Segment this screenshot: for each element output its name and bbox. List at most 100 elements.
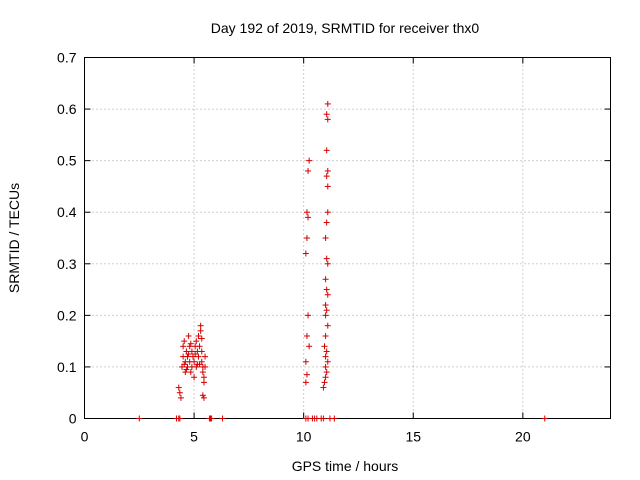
data-point [193, 363, 200, 370]
data-point [194, 361, 201, 368]
data-point [185, 332, 192, 339]
data-point [136, 415, 143, 422]
data-point [320, 415, 327, 422]
data-point [323, 255, 330, 262]
data-point [197, 327, 204, 334]
y-tick-label: 0.5 [57, 153, 77, 169]
data-point [323, 111, 330, 118]
data-point [198, 335, 205, 342]
y-axis-label: SRMTID / TECUs [6, 183, 22, 293]
data-point [303, 209, 310, 216]
data-point [322, 332, 329, 339]
data-point [192, 351, 199, 358]
x-tick-label: 5 [190, 429, 198, 445]
data-point [198, 348, 205, 355]
data-point [302, 250, 309, 257]
data-point [323, 147, 330, 154]
data-point [181, 338, 188, 345]
y-tick-label: 0 [69, 411, 77, 427]
data-point [176, 389, 183, 396]
data-point [324, 183, 331, 190]
data-point [200, 394, 207, 401]
data-point [208, 415, 215, 422]
data-point [322, 353, 329, 360]
data-point [202, 353, 209, 360]
data-point [324, 322, 331, 329]
data-point [195, 332, 202, 339]
plot-frame [84, 57, 611, 419]
data-point [302, 358, 309, 365]
data-point [323, 173, 330, 180]
data-point [303, 371, 310, 378]
axis-ticks: 0 0.1 0.2 0.3 0.4 0.5 0.6 0.7 0 5 10 15 20 [57, 50, 611, 445]
data-point [320, 384, 327, 391]
data-point [182, 369, 189, 376]
data-point [305, 312, 312, 319]
data-point [175, 384, 182, 391]
data-point [322, 235, 329, 241]
data-point [324, 260, 331, 267]
x-tick-label: 0 [81, 429, 89, 445]
data-point [322, 302, 329, 309]
data-point [305, 167, 312, 174]
data-point [197, 322, 204, 329]
data-point [323, 348, 330, 355]
data-point [541, 415, 548, 422]
y-tick-label: 0.1 [57, 359, 77, 375]
data-points [136, 100, 548, 422]
data-point [321, 343, 328, 350]
data-point [184, 353, 191, 360]
x-tick-label: 20 [515, 429, 531, 445]
data-point [177, 394, 184, 401]
data-point [324, 358, 331, 365]
data-point [181, 361, 188, 368]
data-point [322, 363, 329, 370]
data-point [331, 415, 338, 422]
data-point [324, 100, 331, 107]
data-point [306, 343, 313, 350]
data-point [302, 379, 309, 386]
y-tick-label: 0.4 [57, 204, 77, 220]
data-point [322, 374, 329, 381]
data-point [202, 363, 209, 370]
data-point [200, 374, 207, 381]
y-tick-label: 0.6 [57, 101, 77, 117]
data-point [324, 209, 331, 216]
y-tick-label: 0.2 [57, 307, 77, 323]
data-point [188, 348, 195, 355]
data-point [306, 157, 313, 164]
gridlines [84, 57, 611, 419]
data-point [185, 351, 192, 358]
data-point [186, 343, 193, 350]
chart-title: Day 192 of 2019, SRMTID for receiver thx… [211, 20, 480, 36]
data-point [323, 219, 330, 226]
data-point [322, 312, 329, 319]
data-point [322, 276, 329, 283]
data-point [180, 343, 187, 350]
data-point [196, 343, 203, 350]
data-point [324, 116, 331, 123]
x-tick-label: 10 [296, 429, 312, 445]
data-point [199, 392, 206, 399]
data-point [200, 379, 207, 386]
data-point [191, 358, 198, 365]
data-point [305, 214, 312, 221]
data-point [321, 379, 328, 386]
data-point [193, 338, 200, 345]
data-point [187, 340, 194, 347]
x-tick-label: 15 [405, 429, 421, 445]
data-point [187, 369, 194, 376]
data-point [195, 353, 202, 360]
data-point [324, 167, 331, 174]
data-point [303, 332, 310, 339]
data-point [219, 415, 226, 422]
data-point [323, 369, 330, 376]
y-tick-label: 0.7 [57, 50, 77, 66]
data-point [176, 415, 183, 422]
data-point [323, 286, 330, 293]
data-point [199, 369, 206, 376]
x-axis-label: GPS time / hours [292, 458, 399, 474]
data-point [303, 235, 310, 241]
y-tick-label: 0.3 [57, 256, 77, 272]
